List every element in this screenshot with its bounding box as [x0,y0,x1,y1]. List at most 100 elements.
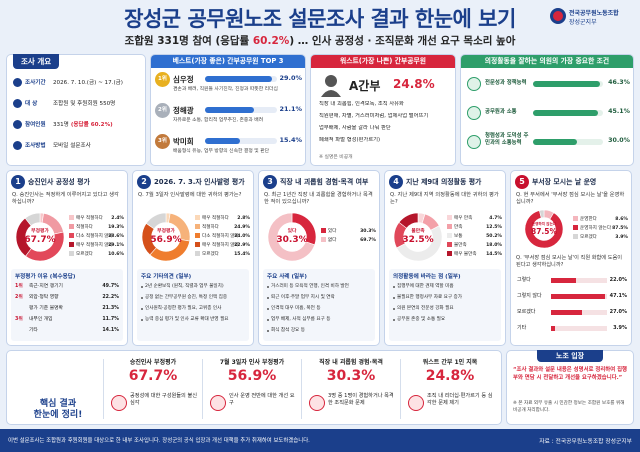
legend-row: 운영하지 않는다 87.5% [573,224,628,233]
best-panel: 베스트(가장 좋은) 간부공무원 TOP 3 1위 심우정 29.0% 겸손과 배려, … [150,54,306,166]
list-item: 거스러미 등 모욕적 언행, 인격 비하 발언 [271,284,349,289]
bar [551,326,556,331]
icon [13,120,22,129]
panel-title: 조사 개요 [13,54,60,69]
footer: 이번 설문조사는 조합원과 후원회원을 대상으로 한 내부 조사입니다. 장성군… [0,429,640,452]
donut-segment [267,212,316,262]
legend-swatch [447,241,452,247]
table-value: 14.1% [102,328,119,333]
legend-swatch [69,223,74,229]
legend-label: 모르겠다 [76,251,93,257]
table-label: 기타 [29,328,38,333]
legend-swatch [573,224,578,230]
overview-value: 2026. 7. 10.(금) ~ 17.(금) [53,80,123,86]
legend-row: 매우 적절하다 2.8% [195,214,250,223]
donut-center: 불만족 32.5% [394,229,442,245]
legend-row: 만족 12.5% [447,223,502,232]
bar [551,310,583,315]
legend-row: 다소 적절하지 않다 38.6% [69,232,124,241]
icon [550,8,566,24]
icon [267,308,269,310]
overview-row: 조사방법 모바일 설문조사 [13,140,143,152]
legend-swatch [573,233,578,239]
list-item: 업무 배제, 사적 심부름 요구 등 [271,317,331,322]
icon [141,297,143,299]
panel-title: 지난 제9대 의정활동 평가 [406,178,482,186]
donut [524,209,564,249]
bar-track [551,326,607,331]
legend-swatch [195,214,200,220]
rank: 1위 [15,284,23,289]
legend-swatch [195,232,200,238]
bar-label: 그렇다 [517,277,531,283]
legend-row: 모르겠다 3.9% [573,233,628,242]
panel-title: 직장 내 괴롭힘 경험·목격 여부 [280,178,369,186]
council-label: 청렴성과 도덕성 주민과의 소통능력 [485,133,529,146]
legend-value: 50.2% [486,233,502,239]
donut-segment [539,209,545,219]
bar-label: 기타 [517,325,527,331]
bar [533,81,601,87]
overview-label: 조사방법 [25,143,46,149]
value-label: 22.0% [609,277,627,283]
summary-desc: 3명 중 1명이 경험하거나 목격한 조직문화 문제 [328,393,394,406]
table-value: 22.2% [102,295,119,300]
summary-title: 직장 내 괴롭힘 경험·목격 [319,359,383,366]
legend-label: 매우 불만족 [454,251,477,257]
legend-row: 불만족 18.0% [447,241,502,250]
worst-value: 24.8% [393,77,435,91]
list-item: 능력 중심 평가 및 인사 교류 확대 반영 필요 [145,317,229,322]
icon [467,135,481,149]
worst-line: 폐쇄적 파벌 형성(편가르기) [319,137,381,143]
legend-swatch [447,250,452,256]
subtitle-highlight: 60.2% [252,35,290,47]
panel-title: 워스트(가장 나쁜) 간부공무원 [311,55,455,68]
best-desc: 배움형식 유능, 업무 방향의 신속한 결정 및 판단 [173,149,270,154]
best-name: 심우정 [173,75,194,84]
legend-value: 18.0% [486,242,502,248]
title: 장성군 공무원노조 설문조사 결과 한눈에 보기 [124,7,516,31]
sub-title: 의정활동에 바라는 점 (일부) [393,274,461,280]
legend-swatch [195,250,200,256]
panel-title: 부서장 모시는 날 운영 [532,178,597,186]
logo-text: 전국공무원노동조합 [569,10,619,17]
rank-medal: 3위 [155,134,170,149]
legend-label: 있다 [328,229,337,234]
rank-medal: 1위 [155,72,170,87]
table-value: 21.3% [102,306,119,311]
overview-value: 조합원 및 후원회원 550명 [53,101,116,107]
worst-line: 직장 내 괴롭힘, 인격모독, 조직 사유화 [319,101,404,107]
legend-label: 매우 적절하다 [202,215,229,221]
icon [267,330,269,332]
bar [533,139,577,145]
legend-swatch [573,215,578,221]
donut-center-label: 부정평가 [31,229,49,234]
table-label: 평가 기준 불명확 [29,306,63,311]
survey-panel: 4 지난 제9대 의정활동 평가 Q. 지난 제9대 지역 의정활동에 대한 귀하의… [384,170,506,346]
donut-center-label: 부정평가 [157,229,175,234]
legend-row: 매우 불만족 14.5% [447,250,502,259]
legend-label: 불만족 [454,242,467,248]
legend-value: 12.5% [486,224,502,230]
bar-track [551,278,607,283]
logo-text: 장성군지부 [569,19,597,26]
legend-value: 19.3% [108,224,124,230]
icon [13,78,22,87]
summary-heading: 핵심 결과 [39,399,77,409]
legend-swatch [69,241,74,247]
value-label: 15.4% [279,136,302,144]
sub-title: 주요 사례 (일부) [267,274,307,280]
overview-value: 모바일 설문조사 [53,143,91,149]
legend-value: 24.9% [234,224,250,230]
icon [309,395,325,411]
question: Q. 최근 1년간 직장 내 괴롭힘을 경험하거나 목격한 적이 있으십니까? [264,192,373,205]
donut-segment [398,212,419,229]
subtitle: 조합원 331명 참여 (응답률 60.2%) … 인사 공정성 · 조직문화 … [0,33,640,48]
summary-value: 30.3% [326,368,376,384]
donut-segment [524,210,564,249]
legend-label: 만족 [454,224,463,230]
list-item: 2년 순환보직 (원칙, 직렬과 업무 불일치) [145,284,224,289]
legend-label: 보통 [454,233,463,239]
legend-label: 매우 적절하지 않다 [202,242,239,248]
list-item: 불필요한 행정사무 자료 요구 증가 [397,295,463,300]
